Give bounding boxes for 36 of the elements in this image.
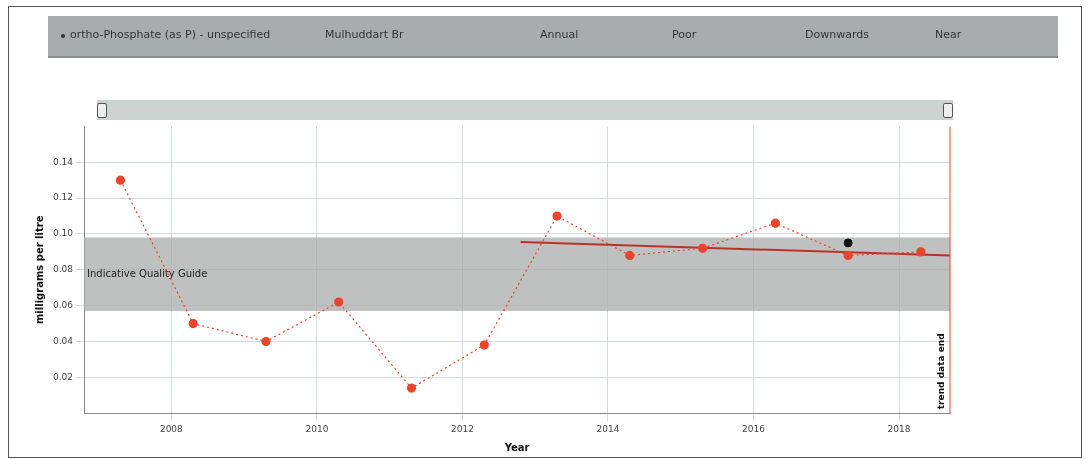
point: [261, 336, 271, 347]
point: [770, 218, 780, 228]
x-tick-label: 2010: [305, 423, 329, 434]
ref-line-label: trend data end: [935, 333, 946, 410]
point: [406, 383, 417, 393]
y-tick-label: 0.14: [52, 156, 74, 167]
y-tick-label: 0.06: [52, 299, 74, 310]
point: [625, 250, 635, 261]
y-tick-label: 0.08: [52, 264, 74, 275]
point: [697, 243, 708, 253]
point: [479, 340, 489, 350]
x-tick-label: 2008: [159, 423, 184, 434]
y-tick-label: 0.04: [52, 335, 74, 346]
x-tick-label: 2014: [596, 423, 620, 434]
point: [843, 250, 853, 261]
x-tick-label: 2012: [450, 423, 474, 434]
point: [188, 318, 198, 329]
y-axis-title: milligrams per litre: [33, 215, 45, 325]
text: Annual: [540, 28, 579, 41]
x-axis-title: Year: [503, 441, 530, 453]
y-tick-label: 0.02: [52, 371, 74, 382]
text: Near: [935, 28, 962, 41]
text: Mulhuddart Br: [325, 28, 404, 41]
point: [843, 238, 853, 248]
point: [115, 175, 126, 185]
text: Downwards: [805, 28, 869, 41]
y-tick-label: 0.10: [52, 228, 74, 239]
band-label: Indicative Quality Guide: [87, 267, 208, 279]
x-tick-label: 2018: [887, 423, 911, 434]
text: ortho-Phosphate (as P) - unspecified: [70, 28, 271, 41]
point: [334, 297, 344, 307]
y-tick-label: 0.12: [52, 192, 74, 203]
x-tick-label: 2016: [742, 423, 766, 434]
text: Poor: [672, 28, 697, 41]
point: [552, 211, 562, 221]
point: [916, 247, 926, 257]
